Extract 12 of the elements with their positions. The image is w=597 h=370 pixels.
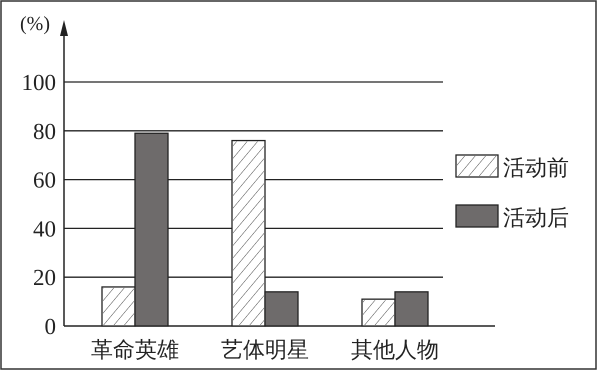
y-tick-label: 100	[22, 70, 56, 95]
y-tick-label: 60	[33, 168, 56, 193]
y-axis-title: (%)	[20, 13, 50, 35]
x-tick-label: 革命英雄	[91, 337, 179, 362]
y-tick-label: 40	[33, 216, 56, 242]
y-tick-label: 80	[33, 118, 56, 144]
y-tick-label: 0	[44, 314, 56, 339]
legend-label: 活动后	[503, 205, 569, 230]
y-tick-label: 20	[33, 265, 56, 290]
legend-label: 活动前	[503, 155, 569, 180]
x-tick-label: 艺体明星	[221, 337, 309, 362]
x-tick-label: 其他人物	[351, 337, 439, 362]
